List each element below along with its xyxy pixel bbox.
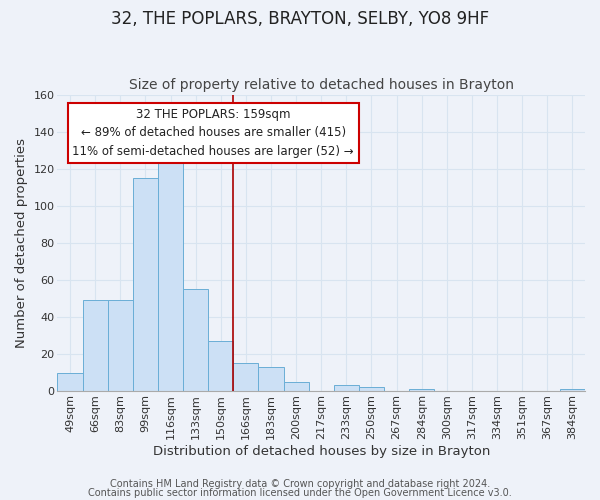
Bar [83, 300, 108, 391]
Text: Contains public sector information licensed under the Open Government Licence v3: Contains public sector information licen… [88, 488, 512, 498]
Bar [359, 388, 384, 391]
Text: 32 THE POPLARS: 159sqm
← 89% of detached houses are smaller (415)
11% of semi-de: 32 THE POPLARS: 159sqm ← 89% of detached… [72, 108, 354, 158]
Bar [409, 389, 434, 391]
Bar [259, 367, 284, 391]
Bar [108, 300, 133, 391]
X-axis label: Distribution of detached houses by size in Brayton: Distribution of detached houses by size … [152, 444, 490, 458]
Bar [560, 389, 585, 391]
Y-axis label: Number of detached properties: Number of detached properties [15, 138, 28, 348]
Bar [284, 382, 308, 391]
Bar [158, 160, 183, 391]
Text: 32, THE POPLARS, BRAYTON, SELBY, YO8 9HF: 32, THE POPLARS, BRAYTON, SELBY, YO8 9HF [111, 10, 489, 28]
Bar [133, 178, 158, 391]
Bar [233, 363, 259, 391]
Bar [183, 289, 208, 391]
Bar [58, 372, 83, 391]
Text: Contains HM Land Registry data © Crown copyright and database right 2024.: Contains HM Land Registry data © Crown c… [110, 479, 490, 489]
Bar [208, 341, 233, 391]
Title: Size of property relative to detached houses in Brayton: Size of property relative to detached ho… [129, 78, 514, 92]
Bar [334, 386, 359, 391]
